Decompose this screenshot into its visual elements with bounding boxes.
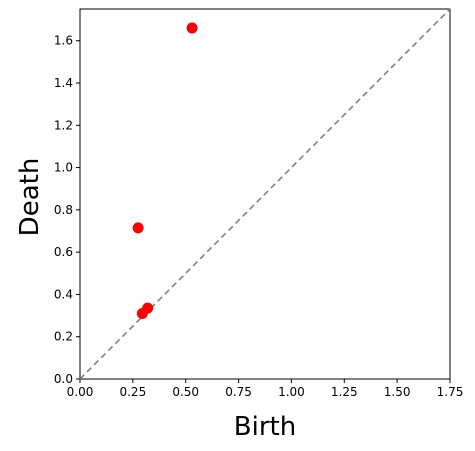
x-tick-label: 1.00: [278, 385, 305, 399]
y-tick-label: 0.6: [54, 245, 73, 259]
y-tick-label: 1.2: [54, 118, 73, 132]
plot-area: [79, 8, 451, 380]
y-tick-label: 1.6: [54, 34, 73, 48]
data-point: [132, 222, 144, 234]
y-tick-label: 0.4: [54, 287, 73, 301]
y-tick-label: 0.0: [54, 372, 73, 386]
y-axis-label: Death: [15, 158, 45, 237]
y-tick-label: 1.0: [54, 161, 73, 175]
x-tick-label: 0.00: [67, 385, 94, 399]
x-tick-label: 0.75: [225, 385, 252, 399]
x-axis-ticks: 0.00 0.25 0.50 0.75 1.00 1.25 1.50 1.75: [67, 379, 464, 399]
data-points: [132, 22, 198, 319]
y-tick-label: 1.4: [54, 76, 73, 90]
data-point: [186, 22, 198, 34]
diagonal-line: [79, 8, 451, 380]
x-axis-label: Birth: [234, 412, 296, 442]
y-tick-label: 0.8: [54, 203, 73, 217]
x-tick-label: 0.25: [119, 385, 146, 399]
x-tick-label: 1.50: [384, 385, 411, 399]
y-tick-label: 0.2: [54, 330, 73, 344]
x-tick-label: 1.25: [331, 385, 358, 399]
data-point: [136, 307, 148, 319]
x-tick-label: 0.50: [172, 385, 199, 399]
x-tick-label: 1.75: [437, 385, 464, 399]
y-axis-ticks: 0.0 0.2 0.4 0.6 0.8 1.0 1.2 1.4 1.6: [54, 34, 80, 386]
